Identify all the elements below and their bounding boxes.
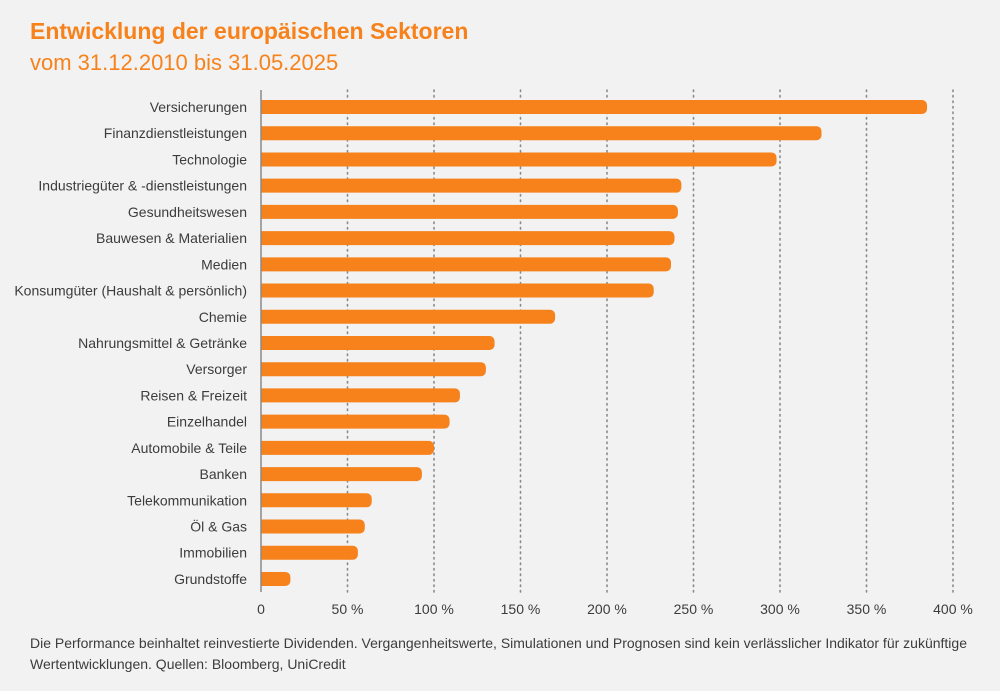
category-label: Medien <box>201 256 247 272</box>
x-tick-label: 350 % <box>847 601 887 617</box>
category-label: Immobilien <box>179 545 247 561</box>
bar <box>261 126 822 141</box>
bar <box>261 440 434 455</box>
category-label: Banken <box>200 466 247 482</box>
bar <box>261 545 358 560</box>
x-tick-label: 300 % <box>760 601 800 617</box>
category-label: Nahrungsmittel & Getränke <box>78 335 247 351</box>
category-label: Automobile & Teile <box>131 440 247 456</box>
bar <box>261 178 682 193</box>
bar <box>261 257 672 272</box>
x-tick-label: 50 % <box>332 601 364 617</box>
bar <box>261 414 450 429</box>
category-label: Telekommunikation <box>127 492 247 508</box>
chart-title: Entwicklung der europäischen Sektoren <box>30 18 469 44</box>
category-label: Reisen & Freizeit <box>140 387 247 403</box>
x-tick-label: 100 % <box>414 601 454 617</box>
category-label: Finanzdienstleistungen <box>104 125 247 141</box>
bar <box>261 283 654 298</box>
x-tick-label: 200 % <box>587 601 627 617</box>
bar <box>261 388 460 403</box>
chart-subtitle: vom 31.12.2010 bis 31.05.2025 <box>30 50 339 75</box>
bar <box>261 100 928 115</box>
bar <box>261 362 486 377</box>
x-axis-tick-labels: 0 50 % 100 % 150 % 200 % 250 % 300 % 350 % 400 % <box>257 601 973 617</box>
category-label: Konsumgüter (Haushalt & persönlich) <box>14 283 247 299</box>
category-label: Versicherungen <box>150 99 247 115</box>
category-label: Industriegüter & -dienstleistungen <box>38 178 247 194</box>
category-labels: Versicherungen Finanzdienstleistungen Tech… <box>14 99 247 587</box>
category-label: Technologie <box>172 151 247 167</box>
bar <box>261 309 556 324</box>
bar-chart: Versicherungen Finanzdienstleistungen Tech… <box>14 89 973 617</box>
bar <box>261 467 422 482</box>
source-footnote: Die Performance beinhaltet reinvestierte… <box>30 635 967 672</box>
x-tick-label: 0 <box>257 601 265 617</box>
grid-lines <box>346 89 954 593</box>
x-tick-label: 150 % <box>501 601 541 617</box>
category-label: Versorger <box>186 361 247 377</box>
bars <box>261 100 928 586</box>
bar <box>261 571 291 586</box>
category-label: Gesundheitswesen <box>128 204 247 220</box>
category-label: Öl & Gas <box>190 518 247 535</box>
bar <box>261 519 365 534</box>
x-tick-label: 400 % <box>933 601 973 617</box>
category-label: Grundstoffe <box>174 571 247 587</box>
bar <box>261 335 495 350</box>
category-label: Einzelhandel <box>167 414 247 430</box>
bar <box>261 493 372 508</box>
bar <box>261 204 678 219</box>
category-label: Bauwesen & Materialien <box>96 230 247 246</box>
bar <box>261 231 675 246</box>
x-tick-label: 250 % <box>674 601 714 617</box>
category-label: Chemie <box>199 309 247 325</box>
bar <box>261 152 777 167</box>
